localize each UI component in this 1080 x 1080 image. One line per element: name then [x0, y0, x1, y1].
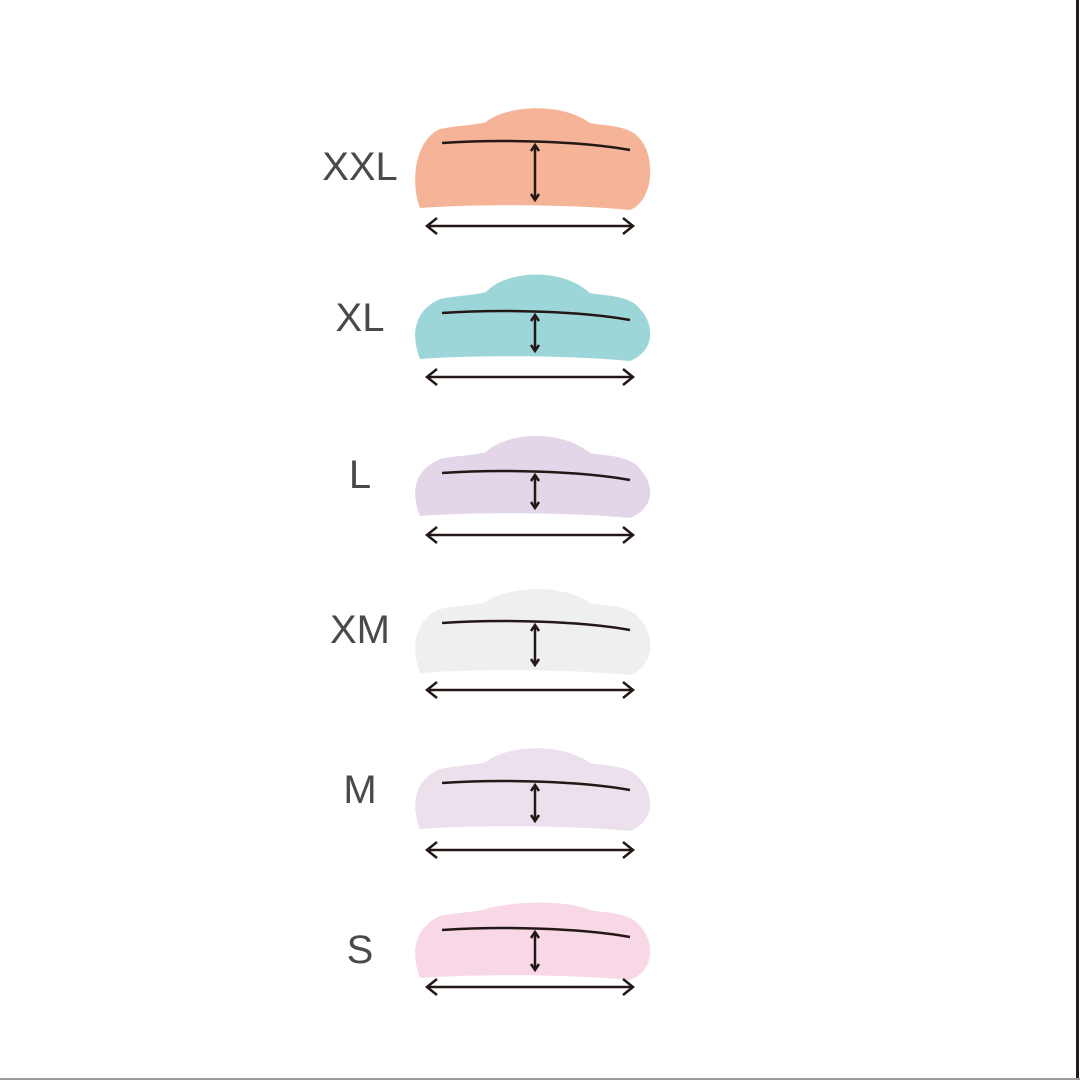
arrowhead-icon: [529, 344, 541, 354]
arrowhead-icon: [529, 472, 541, 482]
arrowhead-icon: [529, 142, 541, 152]
arrowhead-icon: [424, 841, 438, 859]
pillow-top-line: [441, 926, 631, 939]
arrowhead-icon: [529, 312, 541, 322]
size-row-l: L: [349, 435, 651, 544]
arrowhead-icon: [622, 368, 636, 386]
frame-border-bottom: [0, 1078, 1080, 1080]
arrowhead-icon: [424, 526, 438, 544]
arrowhead-icon: [529, 814, 541, 824]
size-label: XL: [336, 296, 385, 340]
arrowhead-icon: [529, 929, 541, 939]
arrowhead-icon: [529, 658, 541, 668]
arrowhead-icon: [424, 217, 438, 235]
pillow-top-line: [441, 619, 631, 632]
arrowhead-icon: [424, 978, 438, 996]
arrowhead-icon: [622, 841, 636, 859]
size-label: XM: [330, 608, 390, 652]
arrowhead-icon: [622, 526, 636, 544]
size-row-s: S: [347, 902, 651, 996]
size-label: L: [349, 453, 371, 497]
pillow-top-line: [441, 139, 631, 152]
arrowhead-icon: [622, 978, 636, 996]
size-label: M: [343, 768, 376, 812]
frame-border-right: [1076, 0, 1079, 1080]
size-row-m: M: [343, 748, 651, 859]
arrowhead-icon: [424, 681, 438, 699]
arrowhead-icon: [529, 782, 541, 792]
pillow-top-line: [441, 469, 631, 482]
arrowhead-icon: [529, 622, 541, 632]
size-row-xl: XL: [336, 274, 651, 386]
size-label: XXL: [322, 145, 398, 189]
pillow-shape: [415, 108, 651, 210]
size-label: S: [347, 928, 374, 972]
arrowhead-icon: [529, 501, 541, 511]
pillow-shape: [415, 902, 651, 980]
arrowhead-icon: [529, 193, 541, 203]
size-row-xm: XM: [330, 588, 651, 699]
arrowhead-icon: [529, 963, 541, 973]
arrowhead-icon: [622, 681, 636, 699]
pillow-shape: [415, 588, 651, 675]
size-row-xxl: XXL: [322, 108, 651, 235]
pillow-top-line: [441, 779, 631, 792]
arrowhead-icon: [622, 217, 636, 235]
pillow-top-line: [441, 309, 631, 322]
arrowhead-icon: [424, 368, 438, 386]
